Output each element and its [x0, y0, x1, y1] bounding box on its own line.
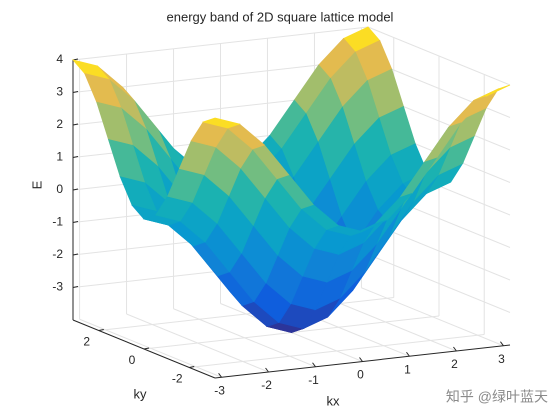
surface-patch — [201, 117, 241, 129]
z-tick-label: -3 — [52, 280, 63, 294]
tick-mark — [72, 221, 79, 223]
z-tick-label: 3 — [56, 85, 63, 99]
watermark: 知乎 @绿叶蓝天 — [446, 389, 548, 405]
tick-mark — [189, 365, 195, 368]
tick-mark — [218, 372, 222, 378]
tick-mark — [72, 91, 79, 93]
x-axis-label: kx — [327, 393, 341, 408]
tick-mark — [72, 156, 79, 158]
tick-mark — [359, 357, 363, 362]
tick-mark — [265, 367, 269, 373]
tick-mark — [72, 286, 79, 288]
y-tick-label: 0 — [129, 353, 136, 367]
x-tick-label: -2 — [261, 378, 272, 392]
tick-mark — [312, 362, 316, 368]
y-axis-label: ky — [134, 386, 148, 401]
z-axis-label: E — [29, 180, 44, 189]
grid-line — [189, 333, 485, 368]
z-tick-label: -1 — [52, 215, 63, 229]
x-tick-label: 1 — [404, 362, 411, 376]
z-tick-label: 0 — [56, 182, 63, 196]
y-tick-label: -2 — [172, 372, 183, 386]
chart-title: energy band of 2D square lattice model — [167, 9, 394, 24]
z-tick-label: 2 — [56, 117, 63, 131]
z-tick-label: -2 — [52, 247, 63, 261]
z-tick-label: 1 — [56, 150, 63, 164]
tick-mark — [72, 253, 79, 256]
grid-line — [98, 297, 394, 332]
tick-mark — [98, 329, 104, 332]
x-tick-label: 0 — [357, 368, 364, 382]
x-tick-label: -3 — [214, 383, 225, 397]
tick-mark — [143, 347, 150, 350]
x-tick-label: -1 — [308, 373, 319, 387]
tick-mark — [453, 346, 457, 352]
tick-mark — [72, 188, 79, 191]
x-tick-label: 2 — [451, 357, 458, 371]
tick-mark — [72, 123, 79, 126]
tick-mark — [406, 351, 410, 357]
z-tick-label: 4 — [56, 52, 63, 66]
x-tick-label: 3 — [498, 352, 505, 366]
y-tick-label: 2 — [83, 335, 90, 349]
tick-mark — [500, 341, 504, 347]
